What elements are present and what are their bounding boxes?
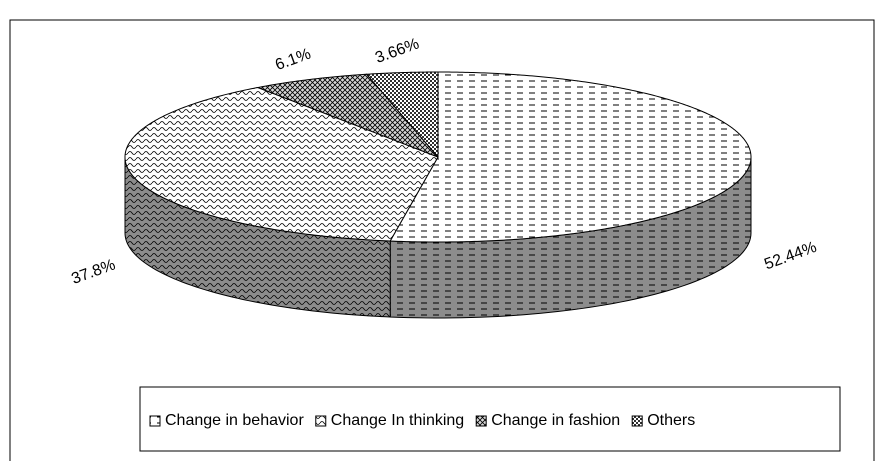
legend-swatch-pattern (149, 415, 161, 427)
pie-slice-pattern (365, 71, 439, 159)
legend-label: Change In thinking (331, 412, 464, 429)
pie-slice-pattern (256, 73, 439, 158)
legend-label: Change in fashion (491, 412, 620, 429)
pie-slice-pattern (389, 71, 752, 243)
legend-box (139, 386, 841, 452)
pie-slice-pattern (124, 86, 439, 242)
legend-label: Change in behavior (165, 412, 304, 429)
legend-swatch-pattern (315, 415, 327, 427)
legend-label: Others (647, 412, 695, 429)
legend-swatch-pattern (475, 415, 487, 427)
legend-swatch-pattern (631, 415, 643, 427)
